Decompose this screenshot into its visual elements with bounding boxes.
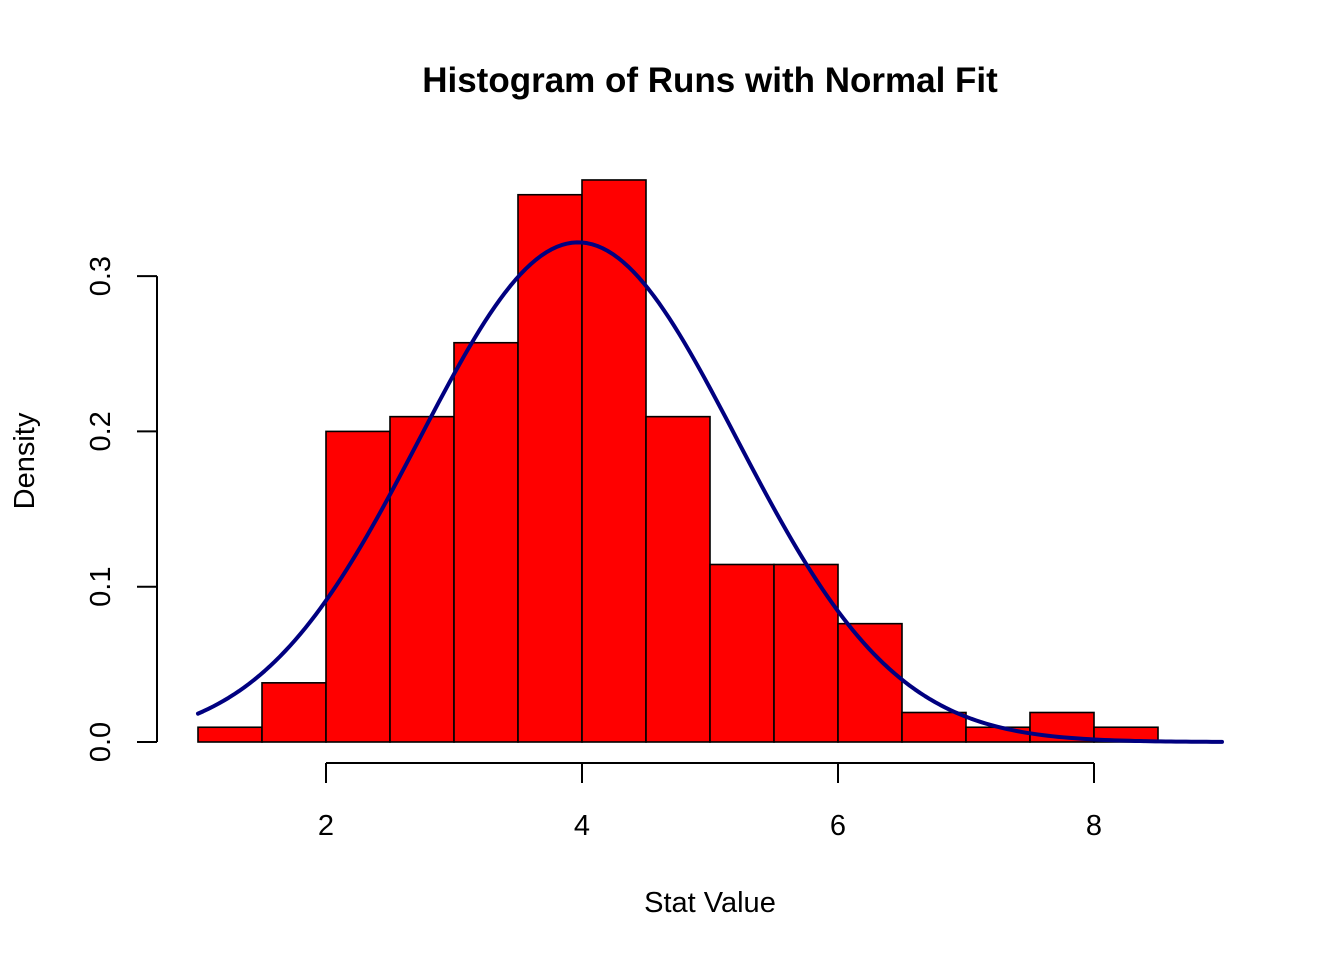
histogram-bar-13: [965, 726, 1031, 743]
y-tick-label: 0.2: [85, 411, 117, 451]
y-axis: 0.0 0.1 0.2 0.3: [85, 256, 158, 762]
histogram-bar-6: [517, 193, 583, 743]
x-axis: 2 4 6 8: [318, 762, 1102, 842]
chart-title: Histogram of Runs with Normal Fit: [422, 61, 998, 100]
histogram-bar-5: [453, 341, 519, 743]
x-tick-label: 8: [1086, 810, 1102, 842]
histogram-bars: [197, 179, 1159, 743]
histogram-bar-10: [773, 563, 839, 743]
y-tick-label: 0.0: [85, 722, 117, 762]
histogram-bar-1: [197, 726, 263, 743]
y-axis-label: Density: [9, 412, 41, 509]
y-tick-label: 0.1: [85, 567, 117, 607]
y-tick-label: 0.3: [85, 256, 117, 296]
x-axis-label: Stat Value: [644, 887, 776, 919]
x-tick-label: 4: [574, 810, 590, 842]
histogram-bar-11: [837, 622, 903, 743]
histogram-bar-2: [261, 682, 327, 743]
histogram-bar-12: [901, 711, 967, 743]
histogram-bar-9: [709, 563, 775, 743]
normal-fit-curve: [196, 240, 1224, 744]
histogram-bar-8: [645, 415, 711, 743]
histogram-bar-7: [581, 179, 647, 743]
x-tick-label: 6: [830, 810, 846, 842]
histogram-bar-4: [389, 415, 455, 743]
x-tick-label: 2: [318, 810, 334, 842]
